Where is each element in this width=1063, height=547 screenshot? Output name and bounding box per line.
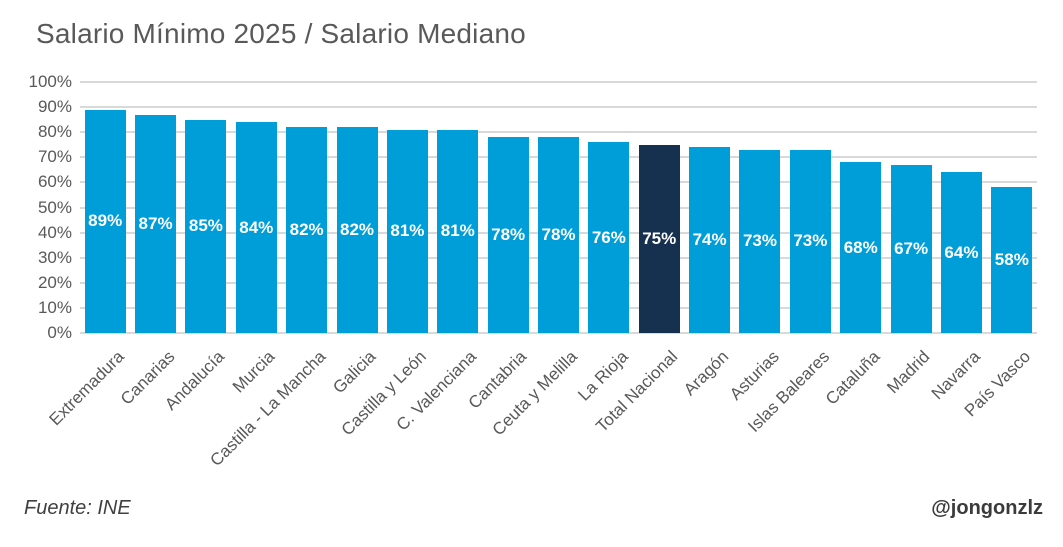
bar xyxy=(386,129,428,333)
chart-title: Salario Mínimo 2025 / Salario Mediano xyxy=(36,18,526,49)
bar-highlight xyxy=(638,144,680,333)
bar xyxy=(890,164,932,333)
bar xyxy=(840,162,882,333)
bar-value-label: 67% xyxy=(894,238,929,258)
y-axis-tick-label: 90% xyxy=(37,97,72,117)
bar-value-label: 58% xyxy=(994,250,1029,270)
bar-value-label: 89% xyxy=(88,211,123,231)
y-axis-tick-label: 60% xyxy=(37,172,72,192)
gridline xyxy=(80,106,1037,109)
bar-value-label: 68% xyxy=(843,237,878,257)
bar-value-label: 76% xyxy=(591,227,626,247)
bar xyxy=(235,122,277,333)
bar xyxy=(739,149,781,333)
x-axis-category-label: Extremadura xyxy=(45,347,128,430)
bar-value-label: 64% xyxy=(944,242,979,262)
x-axis-category-label: Aragón xyxy=(679,347,733,400)
x-axis-category-label: Cataluña xyxy=(821,347,884,409)
bar xyxy=(286,127,328,333)
y-axis-tick-label: 40% xyxy=(37,222,72,242)
bar-value-label: 84% xyxy=(239,217,274,237)
bar-value-label: 73% xyxy=(793,231,828,251)
y-axis-tick-label: 50% xyxy=(37,197,72,217)
bar xyxy=(437,129,479,333)
bar-value-label: 74% xyxy=(692,230,727,250)
bar xyxy=(185,119,227,333)
bar-value-label: 87% xyxy=(138,213,173,233)
source-note: Fuente: INE xyxy=(24,497,131,519)
y-axis-tick-label: 70% xyxy=(37,147,72,167)
bar-value-label: 82% xyxy=(289,220,324,240)
bar-value-label: 75% xyxy=(642,228,677,248)
bar xyxy=(991,187,1033,333)
gridline xyxy=(80,131,1037,134)
y-axis-tick-label: 30% xyxy=(37,247,72,267)
bar xyxy=(538,137,579,333)
bar xyxy=(135,114,177,333)
y-axis-tick-label: 0% xyxy=(47,323,72,342)
gridline xyxy=(80,81,1037,83)
gridline xyxy=(80,332,1037,334)
bar xyxy=(487,137,529,333)
bar-value-label: 81% xyxy=(390,221,425,241)
bar xyxy=(84,109,126,333)
author-handle: @jongonzlz xyxy=(931,497,1043,519)
y-axis-tick-label: 80% xyxy=(37,122,72,142)
bar-value-label: 81% xyxy=(440,221,475,241)
bar xyxy=(689,147,731,333)
bar-value-label: 85% xyxy=(188,216,223,236)
x-axis-category-label: Murcia xyxy=(229,347,279,397)
bar xyxy=(588,142,630,333)
bar-value-label: 73% xyxy=(742,231,777,251)
bar-value-label: 78% xyxy=(491,225,526,245)
y-axis-tick-label: 20% xyxy=(37,272,72,292)
bar xyxy=(940,172,982,333)
bar-value-label: 78% xyxy=(541,225,576,245)
bar-value-label: 82% xyxy=(340,220,375,240)
bar xyxy=(336,127,378,333)
x-axis-category-label: Madrid xyxy=(883,347,934,398)
y-axis-tick-label: 10% xyxy=(37,297,72,317)
bar xyxy=(789,149,831,333)
y-axis-tick-label: 100% xyxy=(28,72,72,91)
